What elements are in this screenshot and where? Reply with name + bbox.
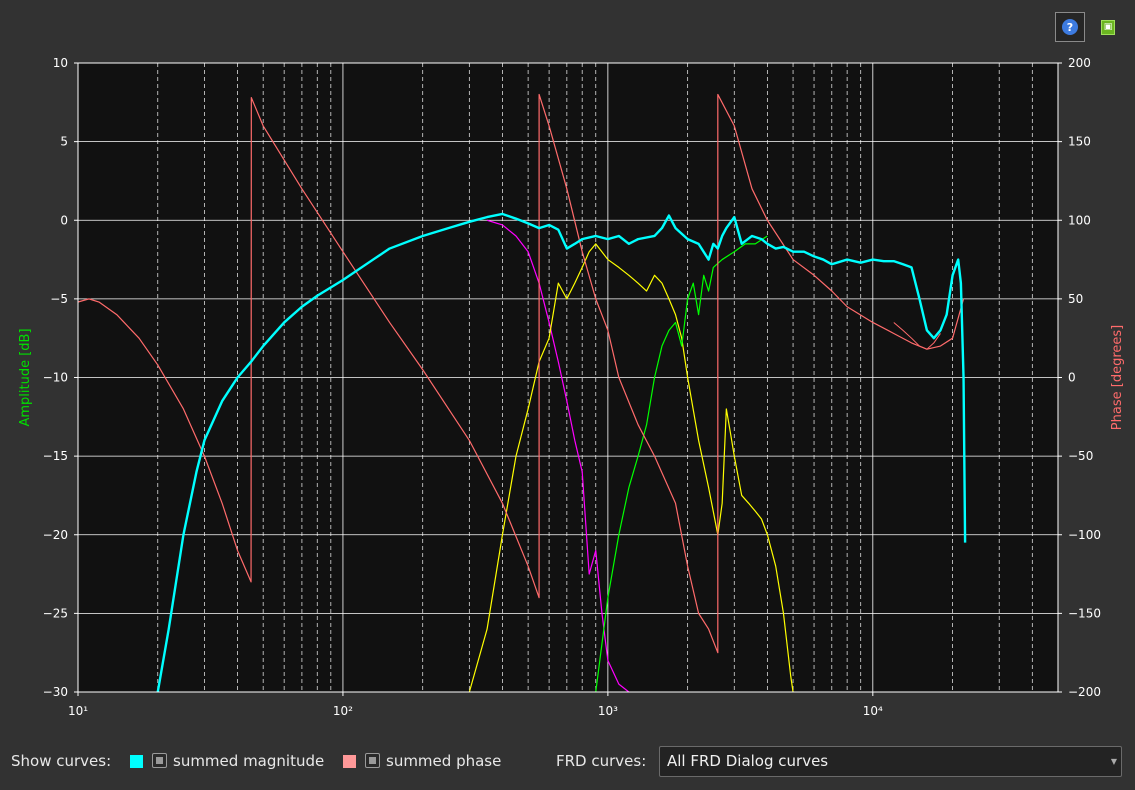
y-tick-label: 5 [60,135,68,149]
y2-tick-label: −200 [1068,685,1101,699]
series-line-5 [893,322,941,350]
phase-color-swatch [343,755,356,768]
help-button[interactable]: ? [1055,12,1085,42]
y2-tick-label: 200 [1068,56,1091,70]
dropdown-arrow-icon: ▼ [1110,757,1117,766]
y2-tick-label: −50 [1068,449,1093,463]
y2-tick-label: 100 [1068,213,1091,227]
y-tick-label: −30 [43,685,68,699]
series-line-0 [486,219,630,692]
x-tick-label: 10² [333,704,353,718]
plot-frame [77,62,1059,693]
magnitude-color-swatch [130,755,143,768]
series-line-2 [595,235,768,692]
series-line-3 [78,93,965,654]
y-tick-label: 0 [60,213,68,227]
y2-tick-label: 0 [1068,371,1076,385]
y-tick-label: −15 [43,449,68,463]
x-tick-label: 10³ [598,704,618,718]
y2-tick-label: −150 [1068,606,1101,620]
x-tick-label: 10¹ [68,704,88,718]
y-tick-label: −5 [50,292,68,306]
y-axis-label: Amplitude [dB] [18,328,33,426]
series-line-4 [156,212,967,692]
export-icon: ▣ [1101,19,1115,35]
y-tick-label: −25 [43,606,68,620]
x-tick-label: 10⁴ [863,704,883,718]
y2-axis-label: Phase [degrees] [1110,325,1125,430]
frd-curves-select[interactable]: All FRD Dialog curves ▼ [659,746,1122,777]
frd-curves-label: FRD curves: [556,752,647,770]
y2-tick-label: −100 [1068,528,1101,542]
series-line-1 [468,243,794,692]
y-tick-label: −10 [43,371,68,385]
magnitude-label: summed magnitude [173,752,325,770]
y-tick-label: −20 [43,528,68,542]
phase-checkbox[interactable] [365,753,380,768]
export-button[interactable]: ▣ [1093,12,1123,42]
magnitude-checkbox[interactable] [152,753,167,768]
curve-controls: Show curves: summed magnitude summed pha… [0,745,1135,780]
y-tick-label: 10 [53,56,68,70]
help-icon: ? [1062,19,1078,35]
frd-selected-value: All FRD Dialog curves [667,752,829,770]
plot-canvas: 10¹ 10² 10³ 10⁴1050−5−10−15−20−25−302001501… [18,56,1125,718]
y2-tick-label: 50 [1068,292,1083,306]
show-curves-label: Show curves: [11,752,112,770]
y2-tick-label: 150 [1068,135,1091,149]
phase-label: summed phase [386,752,502,770]
